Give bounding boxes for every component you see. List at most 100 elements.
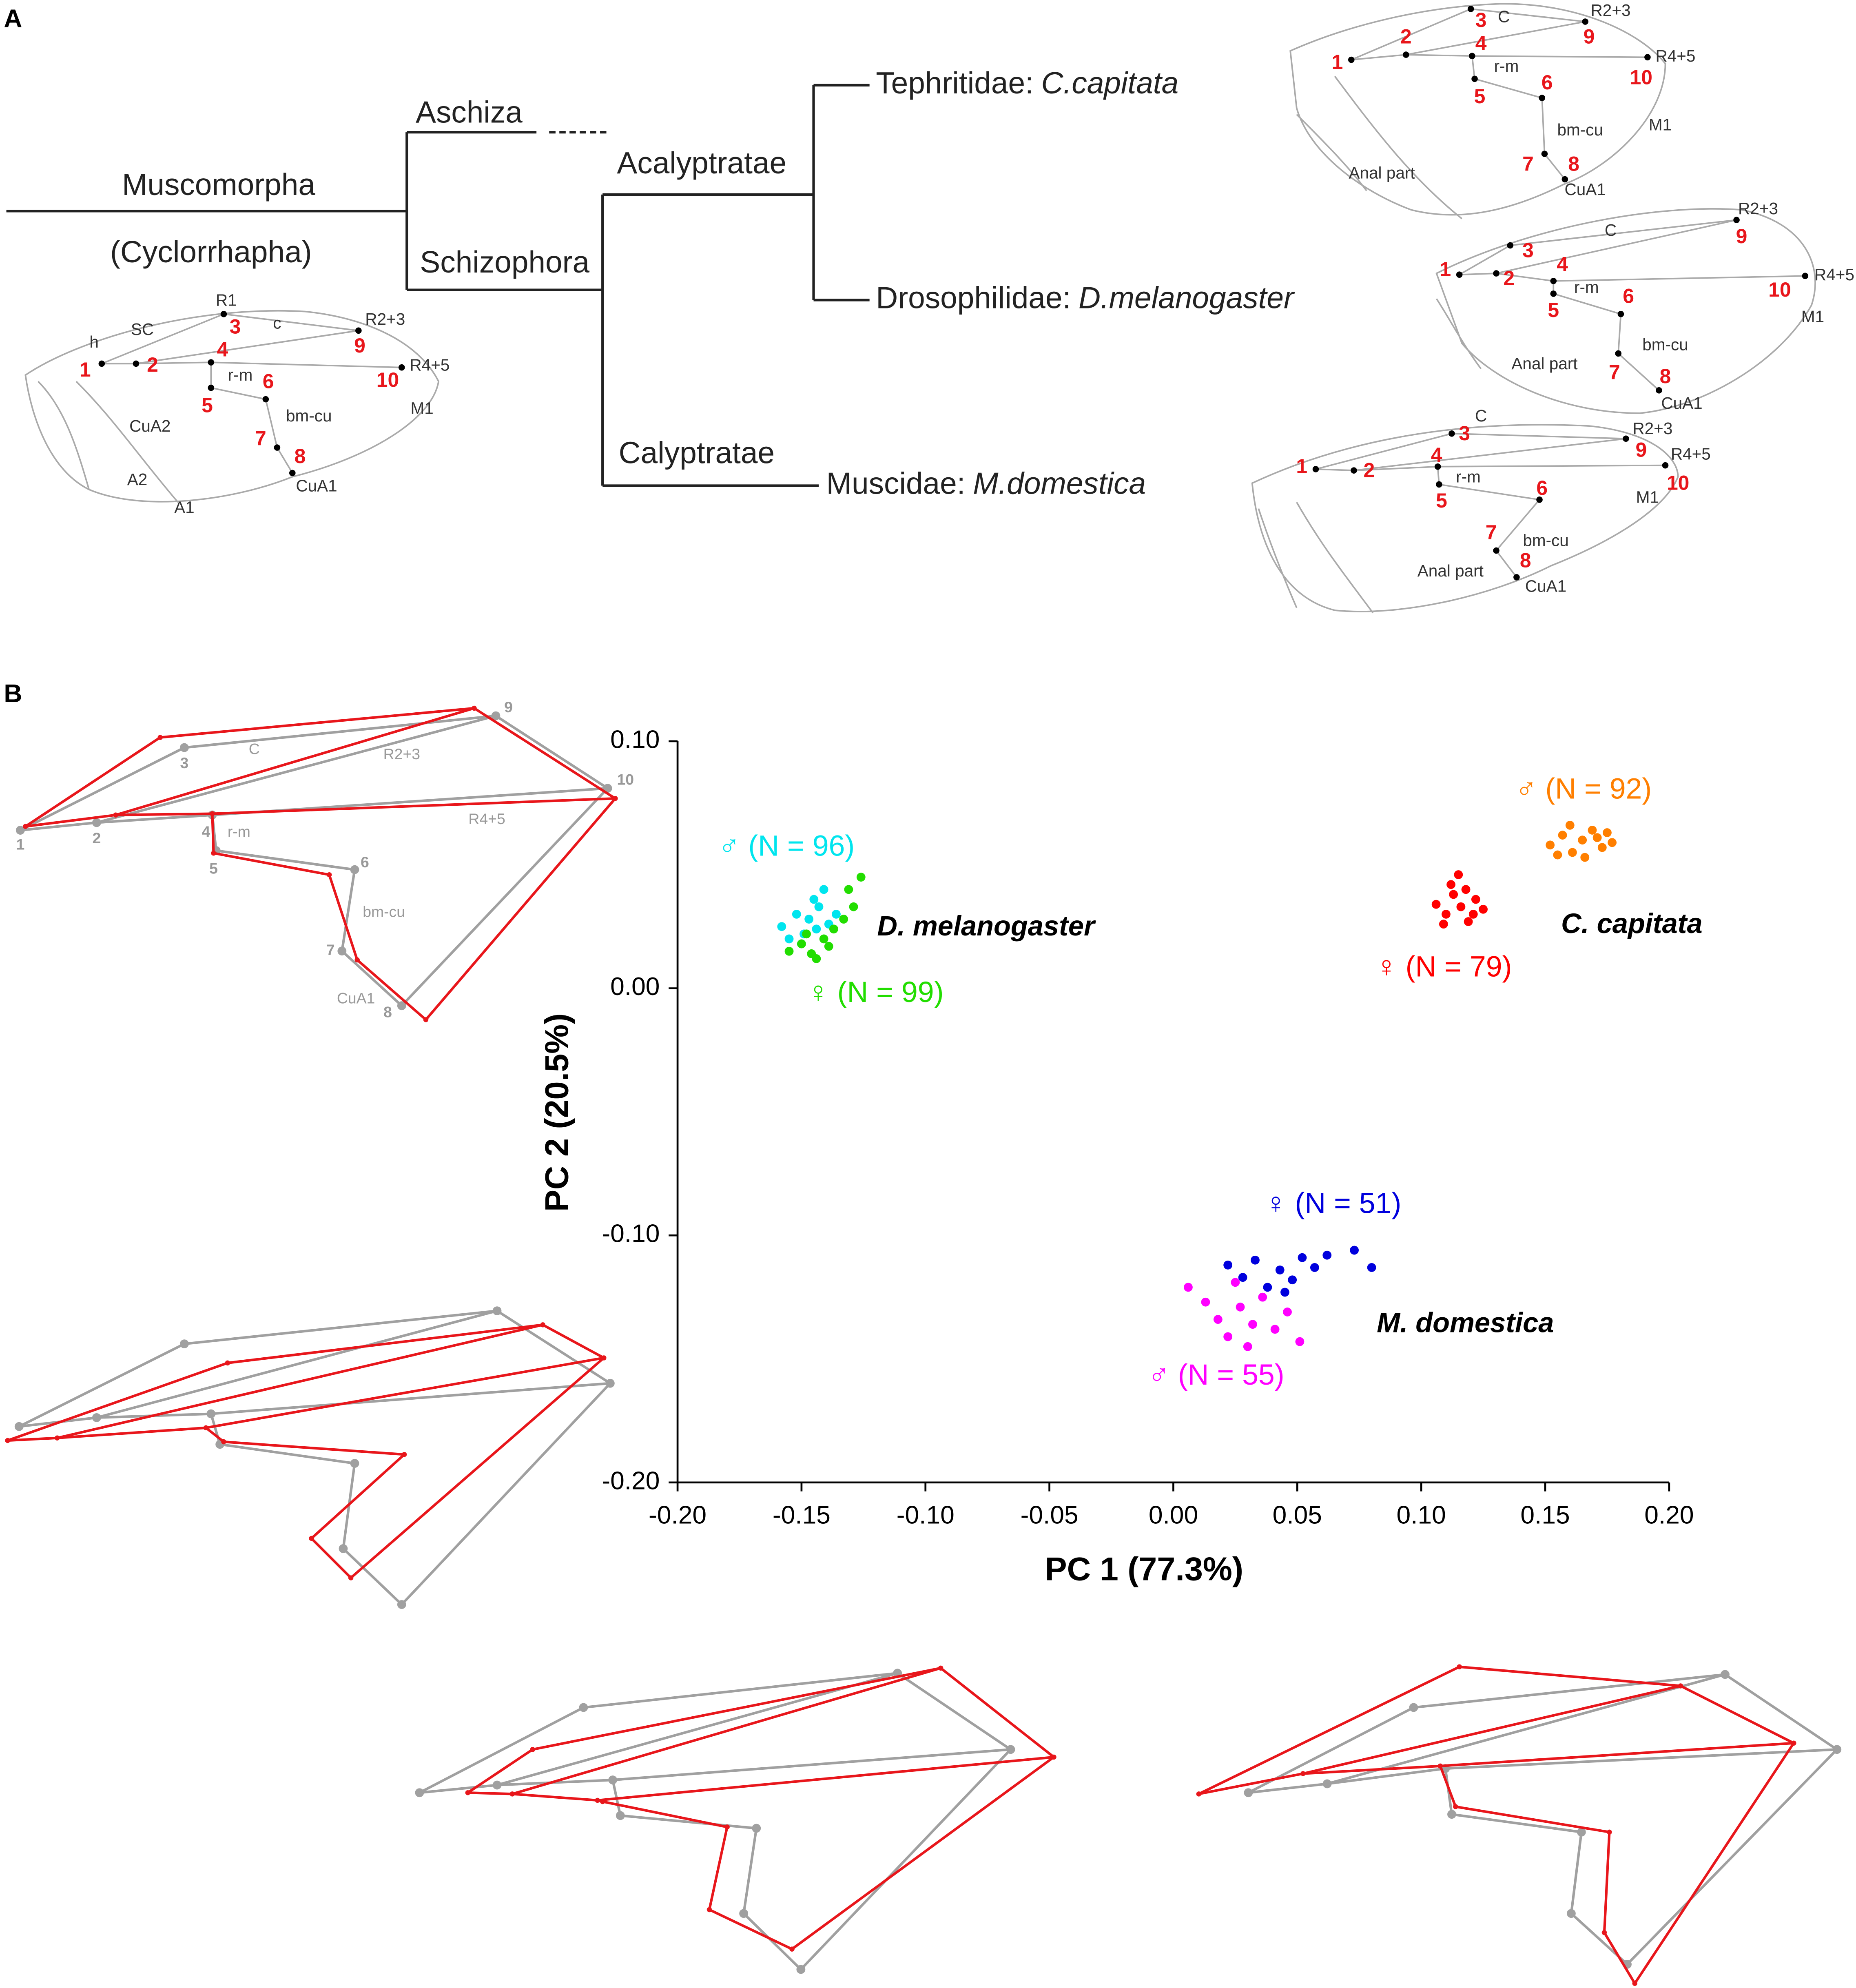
landmark-number: 9	[1736, 225, 1747, 248]
vein-label: R4+5	[1671, 444, 1711, 463]
shape-edge	[1603, 1932, 1636, 1984]
shape-edge	[342, 1547, 403, 1606]
landmark-dot	[1615, 350, 1622, 357]
wing-vein	[136, 330, 359, 365]
data-point	[784, 946, 794, 956]
vein-label: CuA1	[1661, 394, 1702, 412]
data-point	[797, 939, 806, 949]
shape-edge	[1626, 1749, 1838, 1966]
shape-edge	[542, 1323, 605, 1359]
y-tick-label: 0.00	[610, 973, 660, 1001]
vein-label: CuA1	[1525, 577, 1566, 596]
tree-node-label: Acalyptratae	[617, 146, 786, 180]
y-axis-label: PC 2 (20.5%)	[539, 1013, 576, 1212]
wing-outline	[1289, 3, 1666, 219]
landmark-dot	[1493, 547, 1499, 554]
shape-landmark	[1051, 1754, 1056, 1760]
landmark-number: 7	[1522, 152, 1534, 175]
landmark-number: 8	[1660, 365, 1671, 388]
shape-landmark	[616, 1811, 625, 1820]
shape-edge	[20, 821, 97, 832]
shape-edge	[419, 1784, 497, 1794]
data-point	[819, 934, 828, 944]
landmark-number: 7	[255, 427, 266, 450]
landmark-number: 4	[1557, 253, 1568, 276]
shape-landmark	[1196, 1791, 1202, 1797]
shape-edge	[18, 1343, 185, 1428]
vein-label: M1	[1636, 488, 1659, 506]
landmark-dot	[1582, 18, 1588, 25]
landmark-dot	[220, 311, 227, 317]
wing-vein	[136, 361, 211, 365]
shape-landmark	[724, 1824, 730, 1830]
data-point	[832, 909, 841, 919]
shape-edge	[1680, 1684, 1794, 1744]
landmark-number: 10	[617, 771, 634, 788]
data-point	[814, 902, 824, 911]
vein-label: h	[89, 332, 99, 351]
data-point	[1248, 1320, 1257, 1329]
vein-label: C	[249, 740, 260, 758]
shape-landmark	[465, 1790, 471, 1795]
wing-vein	[265, 399, 278, 448]
data-point	[1298, 1253, 1307, 1262]
vein-label: bm-cu	[363, 903, 405, 920]
landmark-dot	[1802, 273, 1809, 279]
tree-leaf-label: Drosophilidae: D.melanogaster	[876, 280, 1295, 315]
landmark-dot	[399, 364, 405, 371]
shape-edge	[212, 797, 616, 815]
vein-label: r-m	[1574, 278, 1599, 297]
shape-edge	[1198, 1772, 1303, 1795]
series-label: ♀ (N = 79)	[1375, 951, 1512, 983]
wing-vein	[1510, 219, 1737, 246]
shape-edge	[184, 1310, 497, 1345]
vein-label: Anal part	[1349, 164, 1415, 182]
landmark-number: 5	[1474, 85, 1486, 108]
shape-edge	[1327, 1767, 1446, 1785]
shape-edge	[401, 787, 609, 1007]
shape-edge	[742, 1828, 758, 1914]
wing-vein	[1617, 353, 1660, 391]
data-point	[1322, 1250, 1332, 1260]
vein-label: M1	[1801, 307, 1824, 326]
data-point	[1546, 840, 1555, 850]
vein-label: r-m	[1494, 57, 1519, 75]
shape-edge	[425, 798, 616, 1021]
shape-landmark	[1447, 1810, 1456, 1819]
shape-landmark	[309, 1536, 314, 1541]
landmark-dot	[98, 360, 105, 367]
shape-landmark	[472, 705, 477, 711]
shape-landmark	[179, 1339, 189, 1349]
shape-landmark	[752, 1824, 761, 1833]
landmark-number: 5	[1548, 299, 1559, 321]
landmark-number: 1	[1296, 455, 1307, 478]
landmark-number: 2	[92, 829, 101, 847]
series-label: ♂ (N = 96)	[718, 830, 855, 862]
shape-edge	[1724, 1673, 1838, 1751]
landmark-number: 8	[295, 445, 306, 468]
shape-edge	[210, 1413, 221, 1445]
data-point	[1442, 909, 1451, 919]
vein-label: CuA1	[296, 476, 337, 495]
shape-edge	[24, 736, 161, 828]
shape-landmark	[1721, 1670, 1730, 1679]
shape-edge	[897, 1672, 1012, 1751]
x-axis-label: PC 1 (77.3%)	[1045, 1551, 1243, 1587]
shape-edge	[206, 1356, 604, 1429]
wing-vein	[1553, 275, 1805, 282]
y-tick-label: -0.10	[602, 1220, 660, 1248]
shape-edge	[310, 1537, 352, 1579]
data-point	[1588, 826, 1597, 835]
wing-vein	[1495, 550, 1517, 578]
data-point	[1288, 1275, 1297, 1285]
shape-landmark	[1632, 1981, 1637, 1986]
vein-label: M1	[1649, 115, 1672, 134]
shape-landmark	[739, 1909, 749, 1918]
vein-label: C	[1605, 221, 1617, 239]
vein-label: r-m	[1456, 468, 1481, 486]
vein-label: C	[1475, 406, 1487, 425]
tree-node-label: Muscomorpha	[122, 167, 315, 202]
landmark-dot	[1662, 462, 1669, 469]
landmark-number: 1	[1332, 51, 1343, 73]
